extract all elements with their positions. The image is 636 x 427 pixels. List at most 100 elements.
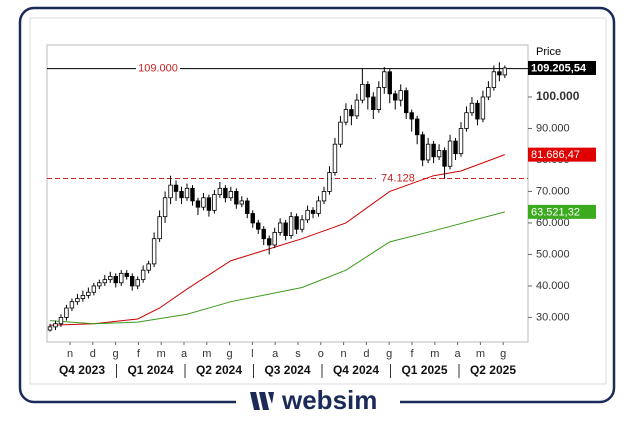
candle-body: [250, 213, 255, 224]
price-label-bg: [528, 147, 596, 162]
month-label: n: [67, 348, 73, 360]
quarter-label: Q2 2025: [470, 363, 516, 377]
candle-body: [497, 71, 502, 76]
price-label-bg: [528, 204, 596, 219]
month-label: d: [90, 348, 96, 360]
candle-body: [146, 263, 151, 271]
candle-body: [69, 301, 75, 309]
candle-body: [272, 231, 277, 246]
candle-body: [124, 272, 129, 277]
candle-body: [162, 197, 168, 218]
candle-body: [140, 269, 146, 281]
candle-body: [376, 87, 381, 110]
month-label: a: [272, 348, 279, 360]
candle-body: [283, 222, 288, 236]
candle-body: [360, 83, 365, 101]
month-label: a: [455, 348, 462, 360]
candle-body: [119, 272, 124, 284]
candle-body: [239, 200, 244, 205]
candle-body: [195, 200, 201, 208]
y-tick-label: 40.000: [536, 280, 570, 292]
month-label: a: [181, 348, 188, 360]
candle-body: [316, 200, 321, 214]
candle-body: [157, 216, 162, 240]
candle-body: [102, 279, 107, 284]
candle-body: [86, 291, 91, 296]
candle-body: [228, 191, 234, 199]
candle-body: [294, 216, 299, 230]
candle-body: [442, 150, 447, 167]
candle-body: [168, 184, 173, 199]
month-label: n: [341, 348, 347, 360]
candle-body: [475, 102, 480, 120]
candle-body: [245, 200, 250, 214]
quarter-label: Q1 2025: [401, 363, 447, 377]
month-label: m: [157, 348, 166, 360]
candle-body: [47, 326, 53, 331]
candle-body: [91, 285, 97, 293]
candle-body: [58, 317, 64, 325]
candle-body: [75, 298, 80, 303]
y-tick-label: 50.000: [536, 248, 570, 260]
candle-body: [398, 90, 403, 101]
candle-body: [354, 99, 360, 117]
candle-body: [261, 228, 266, 240]
candle-body: [310, 209, 316, 214]
candle-body: [108, 276, 113, 281]
candle-body: [184, 187, 190, 199]
candle-body: [321, 191, 327, 202]
candle-body: [190, 187, 195, 202]
candle-body: [201, 197, 206, 208]
h-line-label: 109.000: [138, 63, 178, 75]
price-label: 81.686,47: [531, 149, 580, 161]
price-label-bg: [528, 60, 596, 75]
candle-body: [387, 71, 392, 95]
month-label: f: [410, 348, 414, 360]
y-tick-label: 100.000: [536, 89, 580, 103]
candle-body: [327, 172, 332, 192]
y-tick-label: 90.000: [536, 122, 570, 134]
month-label: m: [202, 348, 211, 360]
price-label: 109.205,54: [531, 62, 587, 74]
price-label: 63.521,32: [531, 206, 580, 218]
candle-body: [414, 118, 420, 136]
quarter-label: Q4 2024: [333, 363, 379, 377]
candle-body: [491, 71, 497, 88]
candle-body: [151, 238, 157, 265]
axis-label: Price: [536, 46, 561, 58]
candle-body: [53, 323, 58, 328]
month-label: l: [251, 348, 253, 360]
month-label: m: [430, 348, 439, 360]
candle-body: [206, 197, 212, 211]
candle-body: [223, 187, 228, 199]
moving-average: [49, 211, 505, 325]
month-label: o: [318, 348, 324, 360]
h-line-label-bg: [376, 172, 420, 185]
candle-body: [425, 143, 431, 161]
candle-body: [420, 134, 425, 161]
candle-body: [80, 294, 86, 299]
h-line-label-bg: [136, 62, 180, 75]
candle-body: [486, 87, 491, 98]
y-tick-label: 60.000: [536, 217, 570, 229]
quarter-label: Q1 2024: [127, 363, 173, 377]
candle-body: [97, 282, 102, 287]
candle-body: [469, 102, 475, 114]
logo-gap: [236, 392, 400, 412]
candle-body: [431, 143, 436, 158]
candle-body: [217, 187, 223, 196]
month-label: f: [137, 348, 141, 360]
candle-body: [502, 67, 508, 76]
candle-body: [299, 219, 305, 230]
candle-body: [365, 83, 371, 98]
moving-average: [49, 154, 506, 326]
candle-body: [393, 93, 398, 101]
candle-body: [480, 96, 486, 120]
candle-body: [382, 71, 387, 88]
candle-body: [447, 140, 453, 167]
month-label: g: [500, 348, 506, 360]
candle-body: [135, 279, 140, 287]
h-line-label: 74.128: [381, 172, 415, 184]
